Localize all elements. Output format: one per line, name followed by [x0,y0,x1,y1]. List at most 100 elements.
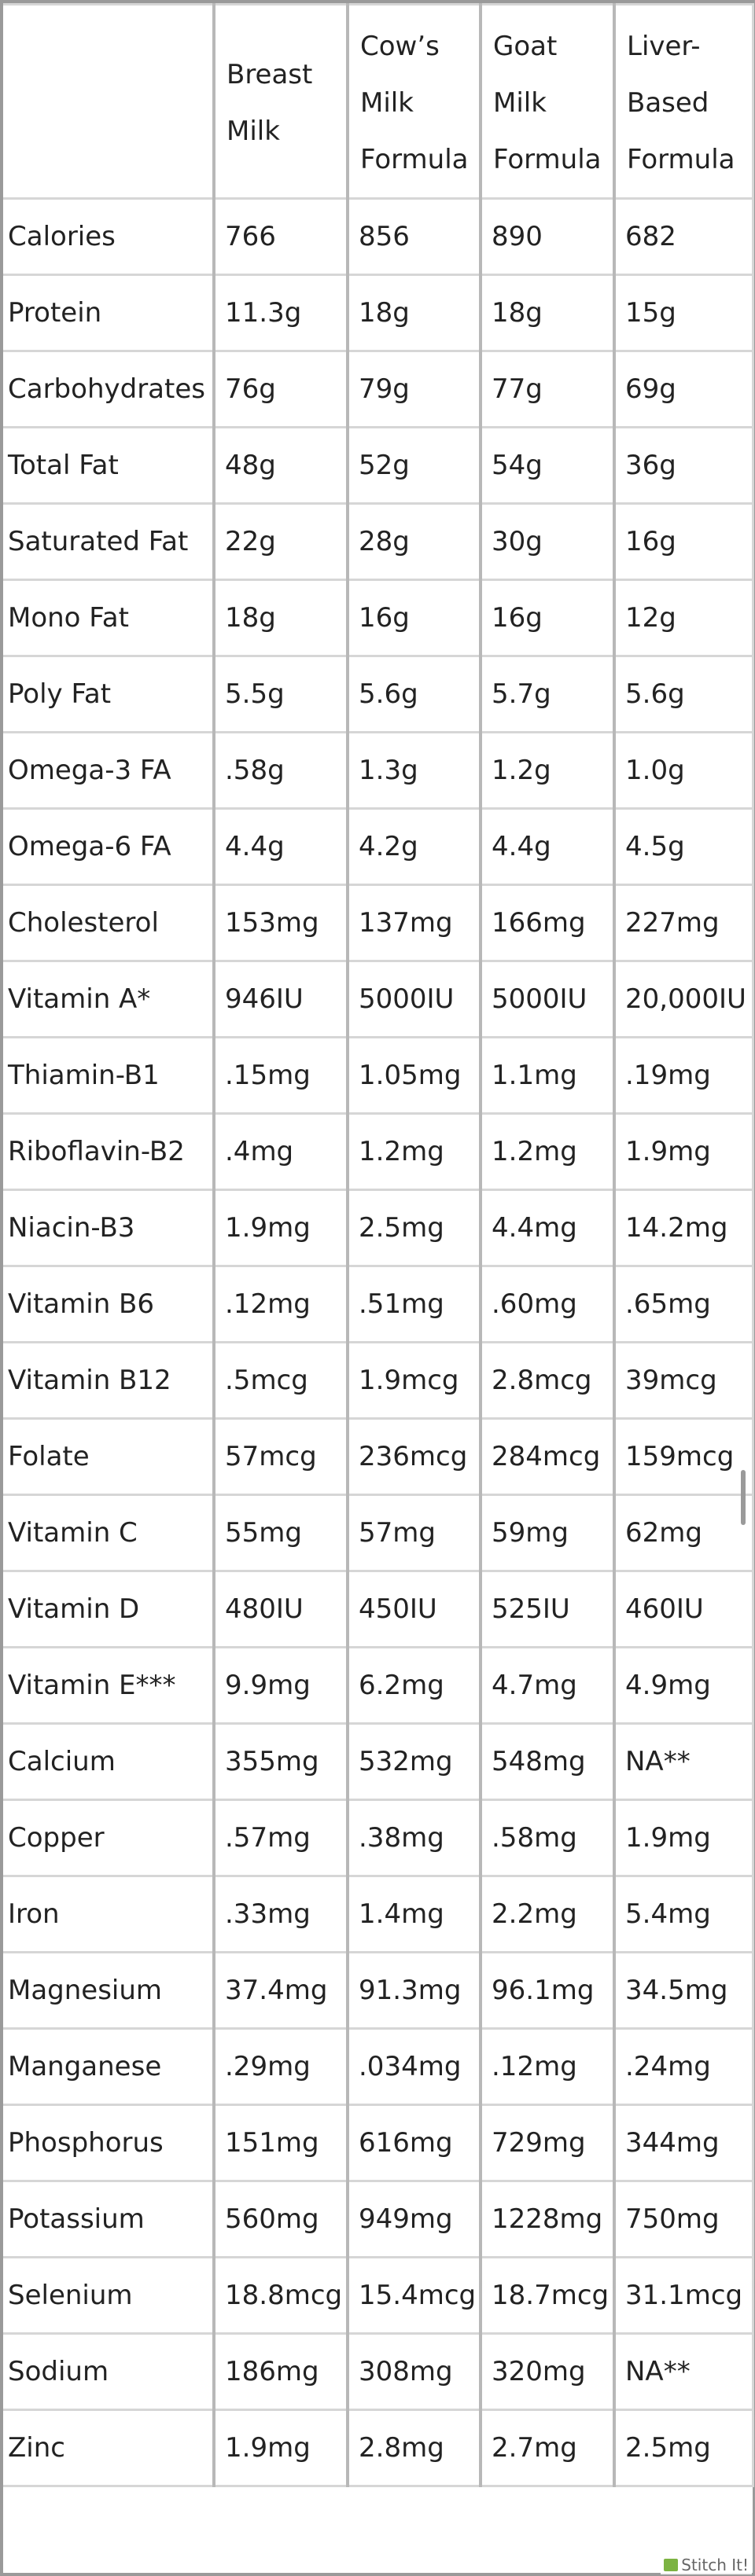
goat-milk-formula-value-cell: 5000IU [479,960,616,1038]
breast-milk-value-cell: .57mg [212,1799,349,1877]
cows-milk-formula-value-cell: 57mg [346,1494,482,1572]
nutrient-name-cell: Manganese [3,2027,215,2106]
cows-milk-formula-value-cell: 5.6g [346,655,482,733]
cows-milk-formula-value-cell: .034mg [346,2027,482,2106]
goat-milk-formula-value-cell: 1.2mg [479,1112,616,1191]
header-cell-nutrient [3,3,215,200]
goat-milk-formula-value-cell: 18g [479,274,616,352]
breast-milk-value-cell: 9.9mg [212,1646,349,1725]
goat-milk-formula-value-cell: 16g [479,579,616,657]
breast-milk-value-cell: .29mg [212,2027,349,2106]
header-cell-cows-milk-formula: Cow’s Milk Formula [346,3,482,200]
breast-milk-value-cell: .12mg [212,1265,349,1343]
table-row: Vitamin A* 946IU 5000IU 5000IU 20,000IU [3,960,754,1038]
goat-milk-formula-value-cell: 1.2g [479,731,616,810]
nutrient-name-cell: Folate [3,1417,215,1496]
breast-milk-value-cell: 186mg [212,2332,349,2411]
cows-milk-formula-value-cell: 1.3g [346,731,482,810]
liver-based-formula-value-cell: 750mg [613,2180,754,2258]
cows-milk-formula-value-cell: 2.8mg [346,2409,482,2487]
goat-milk-formula-value-cell: 320mg [479,2332,616,2411]
table-row: Thiamin-B1.15mg 1.05mg 1.1mg .19mg [3,1036,754,1115]
scrollbar-thumb[interactable] [741,1470,746,1525]
breast-milk-value-cell: .33mg [212,1875,349,1953]
nutrient-name-cell: Protein [3,274,215,352]
cows-milk-formula-value-cell: 5000IU [346,960,482,1038]
table-row: Cholesterol 153mg 137mg 166mg 227mg [3,884,754,962]
table-row: Poly Fat 5.5g 5.6g 5.7g 5.6g [3,655,754,733]
watermark: Stitch It! [661,2556,752,2574]
table-row: Protein 11.3g 18g 18g 15g [3,274,754,352]
nutrient-name-cell: Vitamin D [3,1570,215,1648]
liver-based-formula-value-cell: 1.9mg [613,1799,754,1877]
table-row: Vitamin D 480IU 450IU 525IU 460IU [3,1570,754,1648]
cows-milk-formula-value-cell: 1.05mg [346,1036,482,1115]
goat-milk-formula-value-cell: 96.1mg [479,1951,616,2030]
breast-milk-value-cell: 153mg [212,884,349,962]
nutrient-name-cell: Cholesterol [3,884,215,962]
nutrient-name-cell: Omega-3 FA [3,731,215,810]
breast-milk-value-cell: 11.3g [212,274,349,352]
table-row: Manganese .29mg .034mg .12mg .24mg [3,2027,754,2106]
breast-milk-value-cell: 37.4mg [212,1951,349,2030]
nutrient-name-cell: Total Fat [3,426,215,505]
cows-milk-formula-value-cell: 949mg [346,2180,482,2258]
header-cell-goat-milk-formula: Goat Milk Formula [479,3,616,200]
table-row: Vitamin C 55mg 57mg 59mg 62mg [3,1494,754,1572]
breast-milk-value-cell: .58g [212,731,349,810]
liver-based-formula-value-cell: 69g [613,350,754,428]
goat-milk-formula-value-cell: 1.1mg [479,1036,616,1115]
cows-milk-formula-value-cell: 2.5mg [346,1189,482,1267]
goat-milk-formula-value-cell: 54g [479,426,616,505]
watermark-text: Stitch It! [681,2556,749,2574]
breast-milk-value-cell: 946IU [212,960,349,1038]
nutrient-name-cell: Thiamin-B1 [3,1036,215,1115]
breast-milk-value-cell: 18g [212,579,349,657]
nutrient-name-cell: Phosphorus [3,2104,215,2182]
table-row: Riboflavin-B2.4mg 1.2mg 1.2mg 1.9mg [3,1112,754,1191]
cows-milk-formula-value-cell: 236mcg [346,1417,482,1496]
cows-milk-formula-value-cell: 52g [346,426,482,505]
table-row: Folate 57mcg 236mcg 284mcg 159mcg [3,1417,754,1496]
cows-milk-formula-value-cell: 18g [346,274,482,352]
goat-milk-formula-value-cell: 77g [479,350,616,428]
cows-milk-formula-value-cell: 616mg [346,2104,482,2182]
table-row: Vitamin E*** 9.9mg 6.2mg 4.7mg 4.9mg [3,1646,754,1725]
table-row: Total Fat 48g 52g 54g 36g [3,426,754,505]
liver-based-formula-value-cell: NA** [613,1722,754,1801]
goat-milk-formula-value-cell: 18.7mcg [479,2256,616,2335]
breast-milk-value-cell: 5.5g [212,655,349,733]
liver-based-formula-value-cell: 344mg [613,2104,754,2182]
breast-milk-value-cell: 151mg [212,2104,349,2182]
liver-based-formula-value-cell: 460IU [613,1570,754,1648]
nutrient-name-cell: Vitamin B6 [3,1265,215,1343]
cows-milk-formula-value-cell: 856 [346,197,482,276]
breast-milk-value-cell: 1.9mg [212,2409,349,2487]
goat-milk-formula-value-cell: .58mg [479,1799,616,1877]
liver-based-formula-value-cell: 39mcg [613,1341,754,1420]
goat-milk-formula-value-cell: 284mcg [479,1417,616,1496]
breast-milk-value-cell: 55mg [212,1494,349,1572]
table-row: Iron .33mg 1.4mg 2.2mg 5.4mg [3,1875,754,1953]
nutrient-name-cell: Vitamin A* [3,960,215,1038]
liver-based-formula-value-cell: 4.5g [613,807,754,886]
liver-based-formula-value-cell: 36g [613,426,754,505]
cows-milk-formula-value-cell: 137mg [346,884,482,962]
table-row: Magnesium 37.4mg 91.3mg 96.1mg 34.5mg [3,1951,754,2030]
table-row: Sodium 186mg 308mg 320mg NA** [3,2332,754,2411]
goat-milk-formula-value-cell: 890 [479,197,616,276]
table-row: Phosphorus 151mg 616mg 729mg 344mg [3,2104,754,2182]
nutrient-name-cell: Calories [3,197,215,276]
goat-milk-formula-value-cell: 166mg [479,884,616,962]
nutrient-name-cell: Magnesium [3,1951,215,2030]
goat-milk-formula-value-cell: 2.8mcg [479,1341,616,1420]
breast-milk-value-cell: 48g [212,426,349,505]
goat-milk-formula-value-cell: 2.2mg [479,1875,616,1953]
nutrition-comparison-table: Breast Milk Cow’s Milk Formula Goat Milk… [3,3,754,2487]
liver-based-formula-value-cell: 31.1mcg [613,2256,754,2335]
nutrient-name-cell: Riboflavin-B2 [3,1112,215,1191]
table-row: Omega-6 FA 4.4g 4.2g 4.4g 4.5g [3,807,754,886]
goat-milk-formula-value-cell: 4.7mg [479,1646,616,1725]
goat-milk-formula-value-cell: .60mg [479,1265,616,1343]
